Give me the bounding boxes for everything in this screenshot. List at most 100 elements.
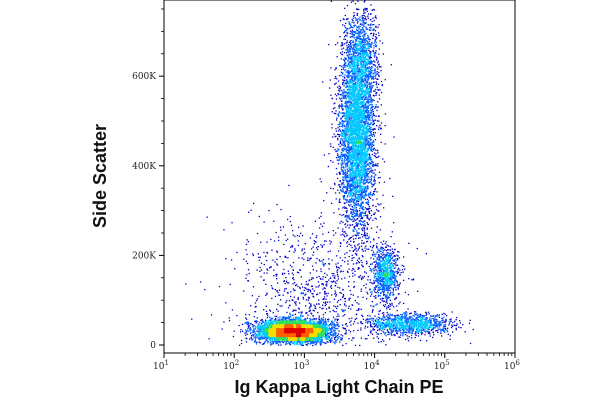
event-point <box>438 323 440 325</box>
event-point <box>339 158 341 160</box>
event-point <box>392 292 394 294</box>
event-point <box>301 293 303 295</box>
event-point <box>335 294 337 296</box>
event-point <box>265 339 268 342</box>
event-point <box>393 251 395 254</box>
event-point <box>300 232 302 234</box>
event-point <box>344 14 346 17</box>
event-point <box>311 278 313 281</box>
event-point <box>342 221 344 224</box>
event-point <box>435 326 437 328</box>
event-point <box>335 76 337 78</box>
event-point <box>326 274 328 276</box>
event-point <box>345 166 347 168</box>
event-point <box>348 22 350 24</box>
event-point <box>370 142 372 144</box>
event-point <box>348 204 350 206</box>
event-point <box>393 267 395 269</box>
event-point <box>320 244 322 246</box>
event-point <box>468 322 471 324</box>
event-point <box>342 188 344 190</box>
event-point <box>270 318 272 320</box>
event-point <box>253 316 255 318</box>
event-point <box>365 109 367 111</box>
event-point <box>339 339 342 341</box>
event-point <box>301 234 304 237</box>
event-point <box>342 344 344 346</box>
event-point <box>359 55 361 57</box>
event-point <box>345 178 347 180</box>
event-point <box>378 262 380 264</box>
event-point <box>368 168 370 171</box>
event-point <box>283 280 285 283</box>
event-point <box>364 136 366 138</box>
event-point <box>339 142 342 144</box>
event-point <box>346 54 348 56</box>
event-point <box>303 258 305 261</box>
event-point <box>366 228 368 230</box>
event-point <box>323 222 325 224</box>
event-point <box>382 321 384 324</box>
event-point <box>460 327 462 329</box>
event-point <box>338 107 340 109</box>
event-point <box>336 117 338 119</box>
event-point <box>254 302 257 304</box>
event-point <box>279 256 281 258</box>
event-point <box>396 272 398 275</box>
event-point <box>380 241 382 244</box>
event-point <box>326 285 328 287</box>
event-point <box>361 15 363 17</box>
event-point <box>373 295 375 298</box>
event-point <box>270 285 273 287</box>
event-point <box>397 259 399 261</box>
event-point <box>363 122 365 124</box>
event-point <box>349 79 351 81</box>
event-point <box>389 304 392 306</box>
event-point <box>377 203 379 205</box>
event-point <box>382 289 384 291</box>
event-point <box>309 257 311 260</box>
event-point <box>380 122 383 124</box>
event-point <box>371 183 374 185</box>
event-point <box>428 313 430 315</box>
event-point <box>350 42 352 44</box>
event-point <box>353 73 356 75</box>
event-point <box>395 275 398 277</box>
event-point <box>369 268 372 270</box>
event-point <box>387 289 390 292</box>
event-point <box>414 313 416 316</box>
event-point <box>292 299 294 301</box>
event-point <box>292 283 294 285</box>
event-point <box>249 330 251 332</box>
event-point <box>373 28 375 30</box>
event-point <box>255 321 257 323</box>
event-point <box>352 178 354 180</box>
event-point <box>346 82 348 84</box>
event-point <box>334 107 336 109</box>
event-point <box>335 340 337 342</box>
event-point <box>443 326 445 328</box>
event-point <box>403 265 405 267</box>
event-point <box>415 334 417 337</box>
event-point <box>336 159 339 161</box>
event-point <box>353 25 355 27</box>
event-point <box>327 318 329 321</box>
event-point <box>346 89 349 91</box>
event-point <box>246 274 248 276</box>
event-point <box>363 234 365 236</box>
event-point <box>287 316 289 319</box>
event-point <box>302 344 304 346</box>
event-point <box>361 106 364 108</box>
event-point <box>344 92 346 94</box>
event-point <box>352 263 355 265</box>
event-point <box>323 321 325 323</box>
event-point <box>369 180 371 183</box>
event-point <box>364 207 367 209</box>
event-point <box>351 269 353 272</box>
event-point <box>332 324 334 326</box>
event-point <box>342 72 344 74</box>
event-point <box>402 279 405 281</box>
event-point <box>384 297 386 299</box>
event-point <box>360 277 362 279</box>
event-point <box>344 120 346 123</box>
